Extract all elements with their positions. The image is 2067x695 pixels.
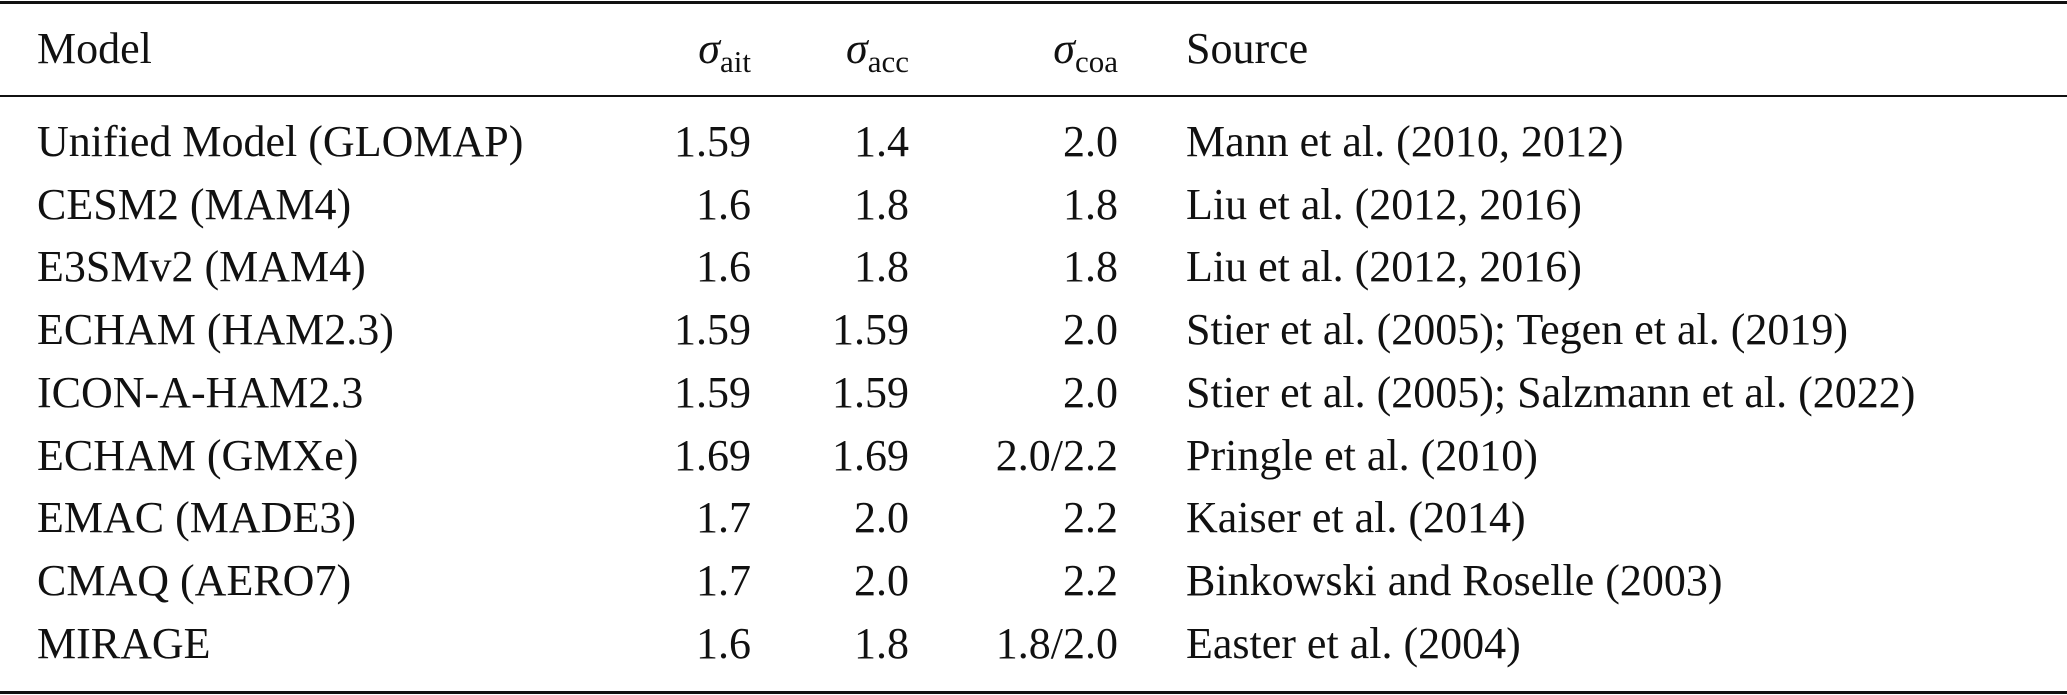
sigma-value: 1.6 (696, 242, 751, 292)
sigma-symbol: σ (698, 24, 720, 73)
sigma-value: 2.2 (1063, 555, 1118, 605)
header-cell: Source (1186, 24, 1309, 73)
sigma-value: 1.8 (854, 242, 909, 292)
sigma-value: 1.59 (674, 367, 751, 417)
sigma-value: 2.2 (1063, 493, 1118, 543)
sigma-value: 1.7 (696, 555, 751, 605)
sigma-value: 1.69 (832, 430, 909, 480)
header-cell: σcoa (1053, 24, 1118, 78)
top-rule (0, 1, 2067, 4)
model-name: Unified Model (GLOMAP) (37, 117, 524, 166)
sigma-value: 2.0 (854, 555, 909, 605)
source: Easter et al. (2004) (1186, 618, 1521, 668)
sigma-value: 1.69 (674, 430, 751, 480)
model-name: CESM2 (MAM4) (37, 179, 352, 229)
sigma-value: 1.8 (854, 179, 909, 229)
sigma-value: 2.0 (854, 493, 909, 543)
header-rule (0, 95, 2067, 97)
sigma-subscript: ait (720, 44, 751, 79)
sigma-value: 2.0/2.2 (995, 430, 1118, 480)
source: Kaiser et al. (2014) (1186, 493, 1526, 543)
model-name: E3SMv2 (MAM4) (37, 242, 366, 292)
sigma-value: 1.8 (1063, 179, 1118, 229)
bottom-rule (0, 691, 2067, 694)
source: Pringle et al. (2010) (1186, 430, 1538, 480)
sigma-value: 1.8/2.0 (995, 618, 1118, 668)
sigma-value: 2.0 (1063, 305, 1118, 355)
model-name: MIRAGE (37, 618, 211, 668)
source: Binkowski and Roselle (2003) (1186, 555, 1723, 605)
model-name: EMAC (MADE3) (37, 493, 356, 543)
sigma-value: 1.7 (696, 493, 751, 543)
source: Liu et al. (2012, 2016) (1186, 242, 1582, 292)
sigma-value: 1.8 (854, 618, 909, 668)
sigma-value: 1.8 (1063, 242, 1118, 292)
sigma-symbol: σ (846, 24, 868, 73)
header-cell: Model (37, 24, 152, 73)
sigma-value: 1.59 (674, 305, 751, 355)
sigma-value: 2.0 (1063, 367, 1118, 417)
source: Mann et al. (2010, 2012) (1186, 117, 1624, 166)
model-name: ECHAM (HAM2.3) (37, 305, 394, 355)
sigma-value: 2.0 (1063, 117, 1118, 166)
sigma-value: 1.6 (696, 179, 751, 229)
sigma-value: 1.59 (832, 367, 909, 417)
sigma-value: 1.59 (832, 305, 909, 355)
header-cell: σait (698, 24, 751, 78)
sigma-symbol: σ (1053, 24, 1075, 73)
source: Liu et al. (2012, 2016) (1186, 179, 1582, 229)
model-name: ECHAM (GMXe) (37, 430, 359, 480)
source: Stier et al. (2005); Tegen et al. (2019) (1186, 305, 1849, 355)
sigma-value: 1.4 (854, 117, 909, 166)
sigma-value: 1.6 (696, 618, 751, 668)
sigma-value: 1.59 (674, 117, 751, 166)
sigma-subscript: acc (867, 44, 909, 79)
source: Stier et al. (2005); Salzmann et al. (20… (1186, 367, 1916, 417)
model-name: ICON-A-HAM2.3 (37, 367, 364, 417)
model-name: CMAQ (AERO7) (37, 555, 352, 605)
header-cell: σacc (846, 24, 909, 78)
sigma-subscript: coa (1074, 44, 1118, 79)
